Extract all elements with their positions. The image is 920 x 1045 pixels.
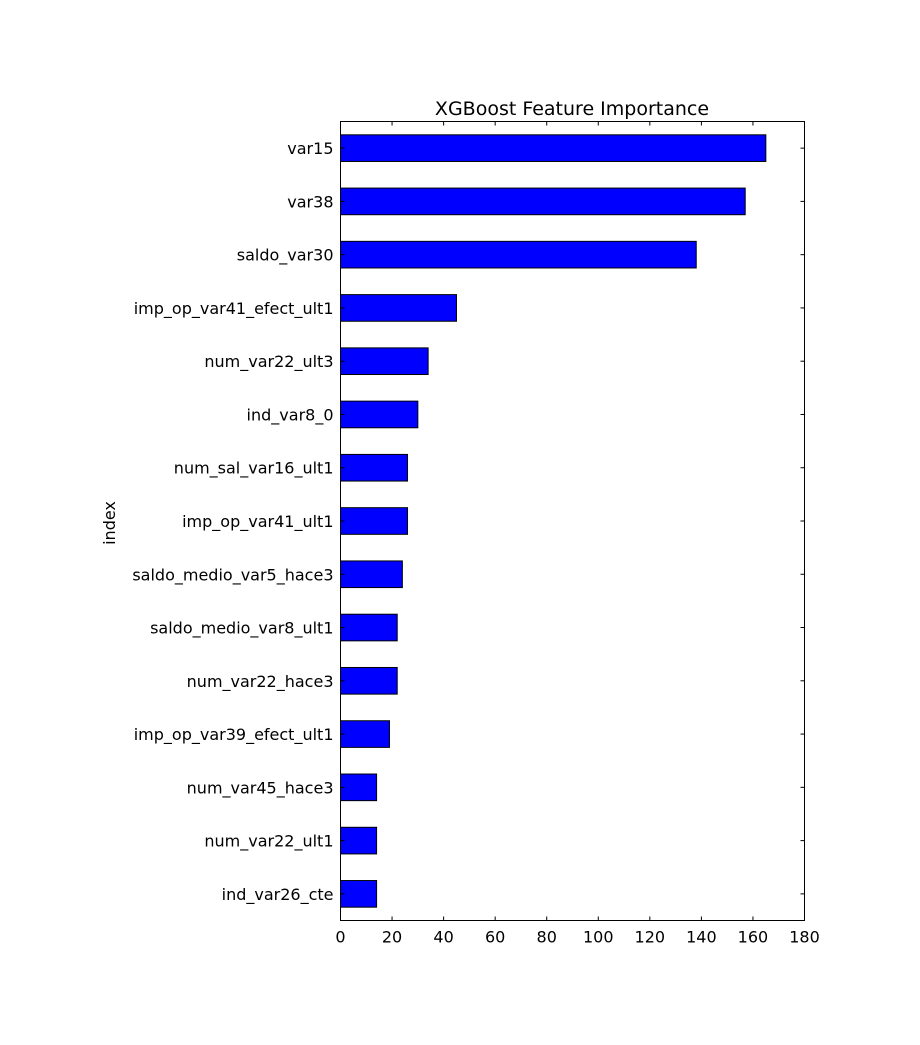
chart-title: XGBoost Feature Importance — [435, 98, 709, 120]
y-tick-label: imp_op_var41_ult1 — [182, 512, 333, 532]
x-tick-label: 60 — [485, 928, 505, 947]
y-tick-label: saldo_var30 — [237, 246, 334, 266]
y-tick-label: ind_var8_0 — [247, 405, 334, 425]
bar-saldo_medio_var5_hace3 — [340, 560, 403, 589]
x-tick-label: 20 — [382, 928, 402, 947]
plot-frame — [340, 121, 805, 921]
y-tick-label: imp_op_var41_efect_ult1 — [134, 299, 334, 319]
x-tick-label: 100 — [583, 928, 614, 947]
x-tick-label: 40 — [433, 928, 453, 947]
bar-saldo_var30 — [340, 240, 697, 269]
bar-num_var22_ult1 — [340, 826, 378, 855]
bar-num_var22_hace3 — [340, 666, 398, 695]
y-tick-label: var38 — [287, 192, 333, 211]
y-tick-label: ind_var26_cte — [222, 885, 334, 905]
x-tick-label: 120 — [635, 928, 666, 947]
y-tick-label: imp_op_var39_efect_ult1 — [134, 725, 334, 745]
bar-var15 — [340, 134, 767, 162]
bar-num_sal_var16_ult1 — [340, 453, 409, 482]
x-tick-label: 180 — [789, 928, 820, 947]
bar-imp_op_var39_efect_ult1 — [340, 720, 390, 748]
bar-var38 — [340, 187, 746, 216]
y-axis-label: index — [100, 501, 119, 545]
y-tick-label: num_sal_var16_ult1 — [174, 459, 334, 479]
bar-num_var45_hace3 — [340, 773, 378, 802]
y-tick-label: num_var22_hace3 — [187, 672, 334, 692]
bars-layer — [340, 134, 767, 908]
y-tick-label: num_var45_hace3 — [187, 778, 334, 798]
bar-imp_op_var41_ult1 — [340, 507, 409, 535]
x-tick-label: 80 — [537, 928, 557, 947]
y-tick-label: num_var22_ult3 — [204, 352, 333, 372]
x-tick-label: 140 — [686, 928, 717, 947]
y-tick-label: saldo_medio_var5_hace3 — [132, 565, 333, 585]
ticks-layer: var15 var38 saldo_var30 imp_op_var41_efect_… — [132, 121, 820, 947]
bar-ind_var8_0 — [340, 400, 419, 429]
bar-saldo_medio_var8_ult1 — [340, 613, 398, 642]
bar-num_var22_ult3 — [340, 347, 429, 376]
bar-imp_op_var41_efect_ult1 — [340, 294, 457, 322]
y-tick-label: saldo_medio_var8_ult1 — [150, 619, 333, 639]
x-tick-label: 160 — [738, 928, 769, 947]
bar-ind_var26_cte — [340, 880, 378, 908]
x-tick-label: 0 — [335, 928, 345, 947]
y-tick-label: num_var22_ult1 — [204, 832, 333, 852]
y-tick-label: var15 — [287, 139, 333, 158]
